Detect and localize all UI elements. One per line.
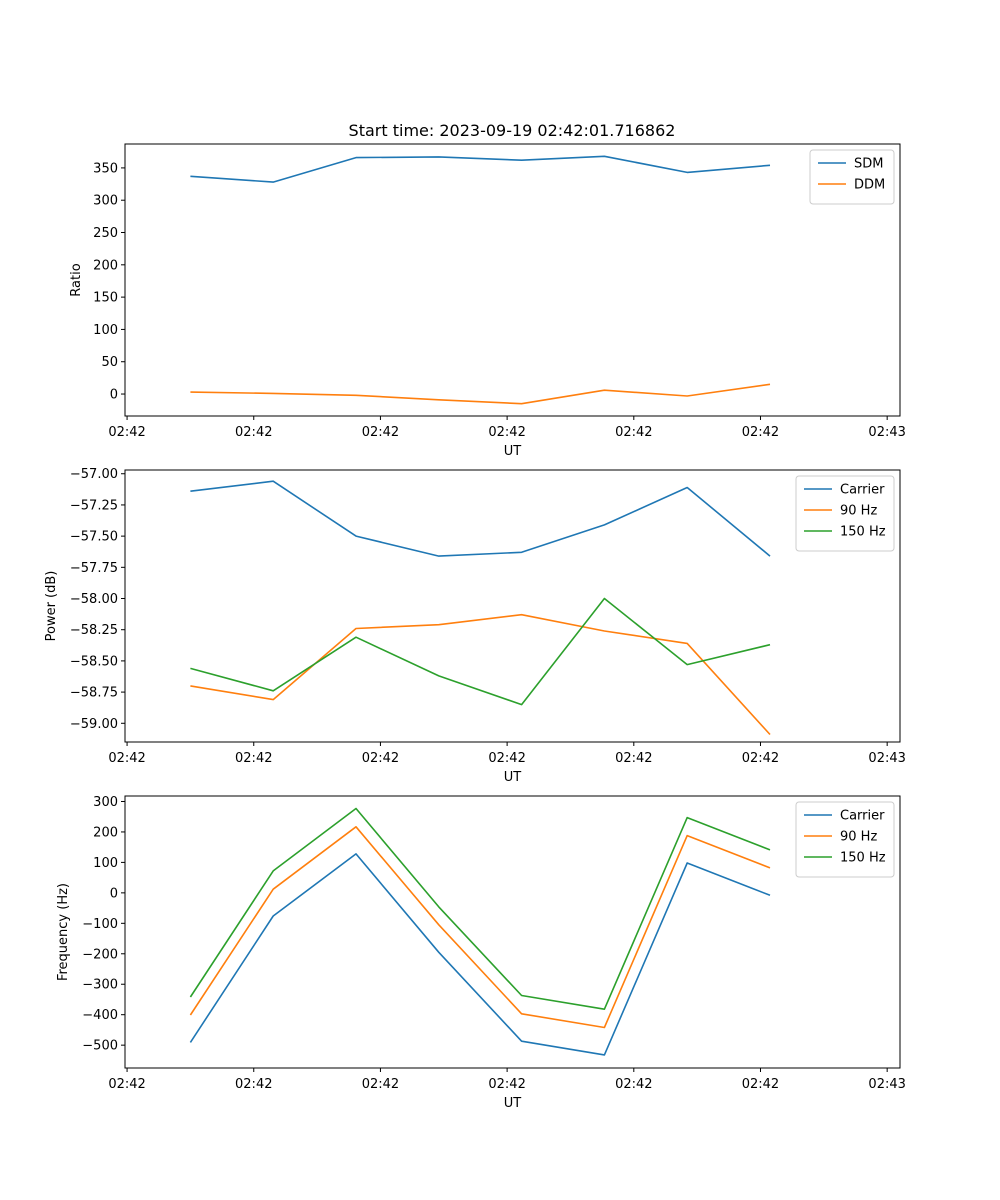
power-series-90-hz-line: [190, 613, 771, 736]
power-ytick-label: −57.75: [70, 561, 118, 576]
power-legend-label-carrier: Carrier: [840, 483, 885, 498]
power-xtick-label: 02:43: [868, 751, 905, 766]
power-ytick-label: −57.00: [70, 467, 118, 482]
frequency-xtick-label: 02:42: [742, 1077, 779, 1092]
ratio-ytick-label: 0: [110, 388, 118, 403]
ratio-axes-frame: [124, 143, 901, 417]
frequency-xtick-label: 02:42: [235, 1077, 272, 1092]
power-xtick-label: 02:42: [742, 751, 779, 766]
ratio-series-sdm-line: [190, 155, 771, 183]
ratio-ytick-label: 250: [93, 226, 118, 241]
power-xlabel: UT: [504, 770, 522, 785]
ratio-legend-label-ddm: DDM: [854, 178, 885, 193]
power-xtick-label: 02:42: [235, 751, 272, 766]
power-ytick-label: −58.75: [70, 686, 118, 701]
ratio-xtick-label: 02:42: [235, 425, 272, 440]
ratio-xtick-label: 02:42: [615, 425, 652, 440]
ratio-series-ddm-line: [190, 383, 771, 405]
ratio-xtick-label: 02:42: [108, 425, 145, 440]
frequency-legend-label-90-hz: 90 Hz: [840, 830, 877, 845]
power-ytick-label: −57.50: [70, 530, 118, 545]
frequency-ytick-label: −500: [82, 1039, 118, 1054]
ratio-xtick-label: 02:43: [868, 425, 905, 440]
power-ylabel: Power (dB): [44, 571, 59, 642]
power-legend-label-90-hz: 90 Hz: [840, 504, 877, 519]
frequency-legend: [795, 801, 895, 878]
power-legend: [795, 475, 895, 552]
frequency-ytick-label: −200: [82, 947, 118, 962]
power-ytick-label: −58.00: [70, 592, 118, 607]
frequency-series-150-hz-line: [189, 807, 771, 1011]
ratio-legend-label-sdm: SDM: [854, 157, 883, 172]
frequency-xtick-label: 02:42: [488, 1077, 525, 1092]
frequency-xtick-label: 02:42: [615, 1077, 652, 1092]
frequency-xtick-label: 02:42: [362, 1077, 399, 1092]
ratio-ytick-label: 50: [101, 355, 118, 370]
frequency-ytick-label: −300: [82, 978, 118, 993]
power-xtick-label: 02:42: [362, 751, 399, 766]
frequency-legend-label-carrier: Carrier: [840, 809, 885, 824]
figure-title: Start time: 2023-09-19 02:42:01.716862: [349, 121, 676, 140]
ratio-xlabel: UT: [504, 444, 522, 459]
ratio-ylabel: Ratio: [69, 263, 84, 296]
power-ytick-label: −57.25: [70, 498, 118, 513]
frequency-ylabel: Frequency (Hz): [56, 883, 71, 981]
frequency-ytick-label: 0: [110, 886, 118, 901]
power-xtick-label: 02:42: [615, 751, 652, 766]
frequency-series-90-hz-line: [189, 825, 771, 1029]
frequency-ytick-label: −400: [82, 1008, 118, 1023]
frequency-series-carrier-line: [189, 853, 771, 1056]
power-xtick-label: 02:42: [488, 751, 525, 766]
power-panel: −59.00 −58.75 −58.50 −58.25 −58.00 −57.75 −57.…: [44, 467, 906, 785]
ratio-panel: 0 50 100 150 200 250 300 350 02:42 02:42 02:42 02:4…: [69, 143, 906, 459]
frequency-ytick-label: 100: [93, 856, 118, 871]
power-xtick-label: 02:42: [108, 751, 145, 766]
ratio-ytick-label: 150: [93, 291, 118, 306]
power-legend-label-150-hz: 150 Hz: [840, 525, 886, 540]
frequency-legend-label-150-hz: 150 Hz: [840, 851, 886, 866]
ratio-xtick-label: 02:42: [362, 425, 399, 440]
ratio-xtick-label: 02:42: [742, 425, 779, 440]
ratio-ytick-label: 300: [93, 194, 118, 209]
power-ytick-label: −58.25: [70, 623, 118, 638]
frequency-ytick-label: 200: [93, 825, 118, 840]
ratio-ytick-label: 200: [93, 258, 118, 273]
frequency-ytick-label: −100: [82, 917, 118, 932]
ratio-ytick-label: 350: [93, 161, 118, 176]
power-ytick-label: −58.50: [70, 654, 118, 669]
power-ytick-label: −59.00: [70, 717, 118, 732]
frequency-panel: −500 −400 −300 −200 −100 0 100 200 300 02:42 02:42…: [56, 795, 906, 1111]
frequency-ytick-label: 300: [93, 795, 118, 810]
frequency-xtick-label: 02:43: [868, 1077, 905, 1092]
ratio-xtick-label: 02:42: [488, 425, 525, 440]
frequency-axes-frame: [124, 795, 901, 1069]
frequency-xlabel: UT: [504, 1096, 522, 1111]
power-series-150-hz-line: [190, 597, 771, 706]
ratio-ytick-label: 100: [93, 323, 118, 338]
power-series-carrier-line: [190, 480, 771, 557]
power-axes-frame: [124, 469, 901, 743]
frequency-xtick-label: 02:42: [108, 1077, 145, 1092]
